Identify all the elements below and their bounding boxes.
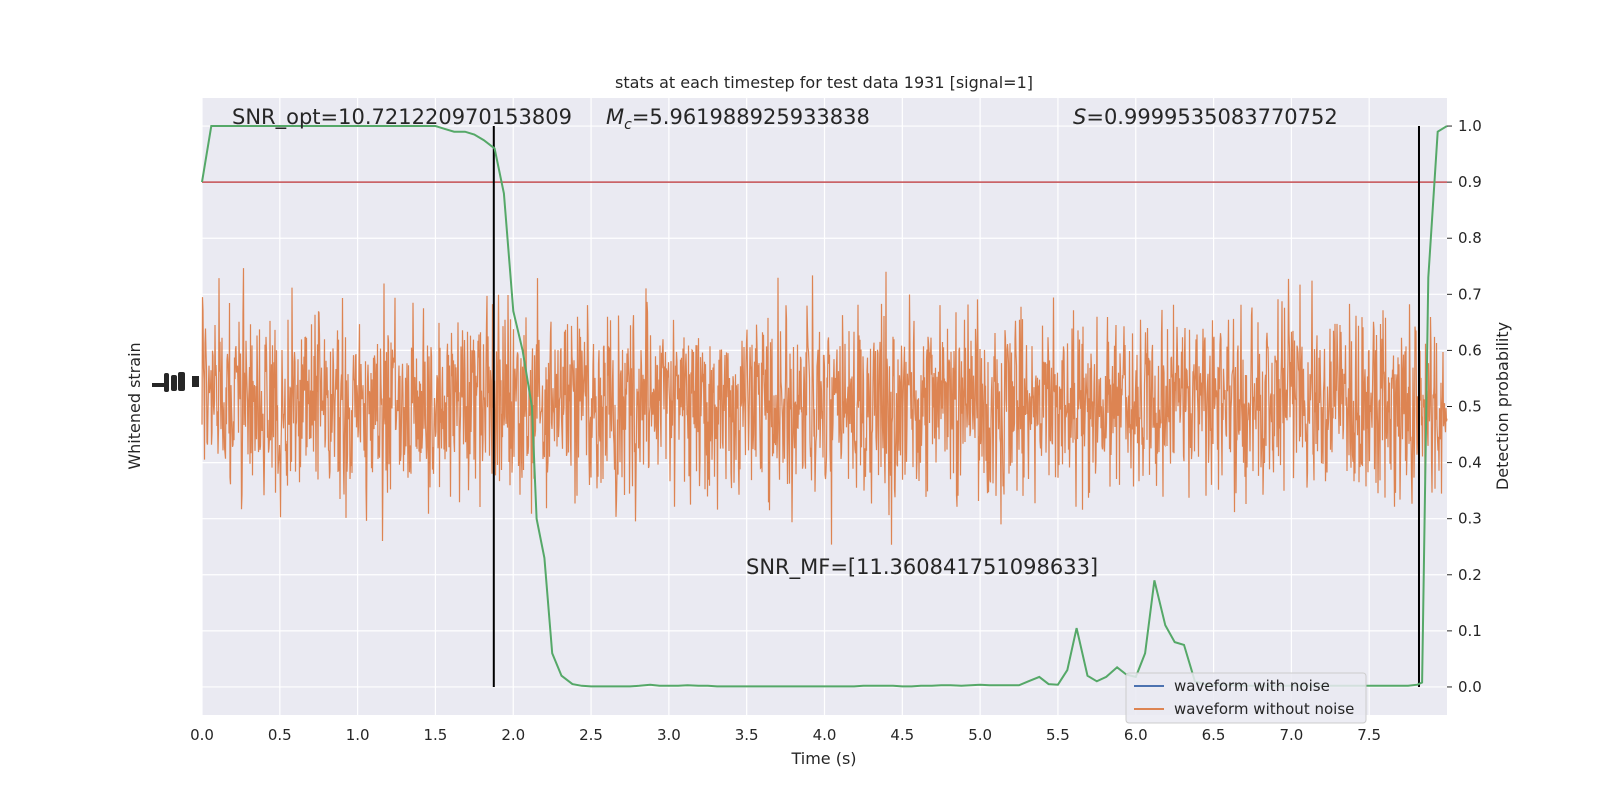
x-tick-label: 2.0 bbox=[501, 726, 525, 744]
right-y-axis-label: Detection probability bbox=[1493, 322, 1512, 490]
x-tick-label: 1.0 bbox=[346, 726, 370, 744]
y-tick-label: 0.9 bbox=[1458, 173, 1482, 191]
left-y-axis-label: Whitened strain bbox=[125, 342, 144, 469]
y-tick-label: 0.8 bbox=[1458, 229, 1482, 247]
legend: waveform with noise waveform without noi… bbox=[1125, 672, 1367, 724]
vertical-markers bbox=[492, 126, 1420, 687]
x-tick-label: 0.0 bbox=[190, 726, 214, 744]
x-tick-label: 4.5 bbox=[890, 726, 914, 744]
y-tick-label: 0.7 bbox=[1458, 285, 1482, 303]
x-tick-label: 2.5 bbox=[579, 726, 603, 744]
right-y-ticks: 0.0 0.1 0.2 0.3 0.4 0.5 0.6 0.7 0.8 0.9 1.0 bbox=[1447, 117, 1482, 696]
left-tick-artifact bbox=[152, 372, 199, 392]
legend-label-noise: waveform with noise bbox=[1174, 677, 1330, 695]
x-tick-label: 7.0 bbox=[1279, 726, 1303, 744]
y-tick-label: 0.3 bbox=[1458, 510, 1482, 528]
y-tick-label: 0.0 bbox=[1458, 678, 1482, 696]
y-tick-label: 0.5 bbox=[1458, 398, 1482, 416]
x-tick-label: 7.5 bbox=[1357, 726, 1381, 744]
x-tick-label: 4.0 bbox=[813, 726, 837, 744]
x-tick-label: 0.5 bbox=[268, 726, 292, 744]
annotation-snr-mf: SNR_MF=[11.360841751098633] bbox=[746, 555, 1098, 580]
x-tick-label: 3.5 bbox=[735, 726, 759, 744]
x-tick-label: 6.0 bbox=[1124, 726, 1148, 744]
x-tick-label: 6.5 bbox=[1202, 726, 1226, 744]
chart-title: stats at each timestep for test data 193… bbox=[615, 73, 1033, 92]
annotation-snr-opt: SNR_opt=10.721220970153809 bbox=[232, 105, 572, 130]
annotation-chirp-mass: Mc=5.961988925933838 bbox=[606, 105, 870, 133]
legend-label-clean: waveform without noise bbox=[1174, 700, 1354, 718]
y-tick-label: 0.6 bbox=[1458, 341, 1482, 359]
x-tick-label: 5.0 bbox=[968, 726, 992, 744]
y-tick-label: 0.4 bbox=[1458, 454, 1482, 472]
y-tick-label: 0.1 bbox=[1458, 622, 1482, 640]
annotation-score: S=0.9999535083770752 bbox=[1073, 105, 1338, 129]
strain-line bbox=[201, 268, 1448, 545]
x-tick-label: 5.5 bbox=[1046, 726, 1070, 744]
legend-box bbox=[1125, 672, 1367, 724]
y-tick-label: 1.0 bbox=[1458, 117, 1482, 135]
y-tick-label: 0.2 bbox=[1458, 566, 1482, 584]
x-tick-label: 1.5 bbox=[424, 726, 448, 744]
x-ticks: 0.0 0.5 1.0 1.5 2.0 2.5 3.0 3.5 4.0 4.5 5.0 5.5 6.0 6… bbox=[190, 726, 1381, 744]
x-tick-label: 3.0 bbox=[657, 726, 681, 744]
strain-series bbox=[201, 268, 1448, 545]
x-axis-label: Time (s) bbox=[790, 749, 856, 768]
